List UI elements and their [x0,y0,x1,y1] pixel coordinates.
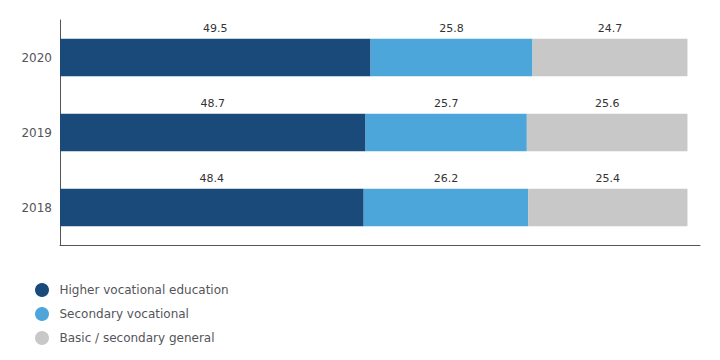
svg-text:25.8: 25.8 [439,22,464,35]
svg-text:2020: 2020 [21,51,52,65]
svg-text:Basic / secondary general: Basic / secondary general [60,331,215,345]
svg-text:48.7: 48.7 [201,97,226,110]
svg-text:Secondary vocational: Secondary vocational [60,307,189,321]
svg-text:25.7: 25.7 [434,97,459,110]
svg-text:2018: 2018 [21,201,52,215]
svg-text:26.2: 26.2 [434,172,459,185]
svg-text:25.6: 25.6 [595,97,620,110]
svg-text:25.4: 25.4 [596,172,621,185]
svg-text:24.7: 24.7 [598,22,623,35]
svg-text:Higher vocational education: Higher vocational education [60,283,229,297]
svg-text:48.4: 48.4 [200,172,225,185]
svg-text:2019: 2019 [21,126,52,140]
svg-text:49.5: 49.5 [203,22,228,35]
